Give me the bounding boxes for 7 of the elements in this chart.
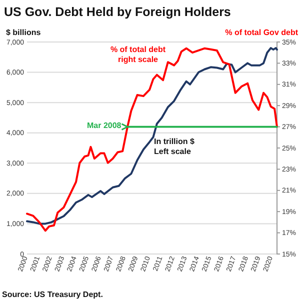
source-note: Source: US Treasury Dept. [2,290,103,299]
annotation: In trillion $ Left scale [154,137,195,156]
y2-axis-title: % of total Gov debt [225,28,298,37]
y-axis-title: $ billions [6,28,42,37]
annotation: % of total debt right scale [110,45,166,64]
annotation: Mar 2008 [87,121,122,130]
chart-title: US Gov. Debt Held by Foreign Holders [4,5,231,19]
